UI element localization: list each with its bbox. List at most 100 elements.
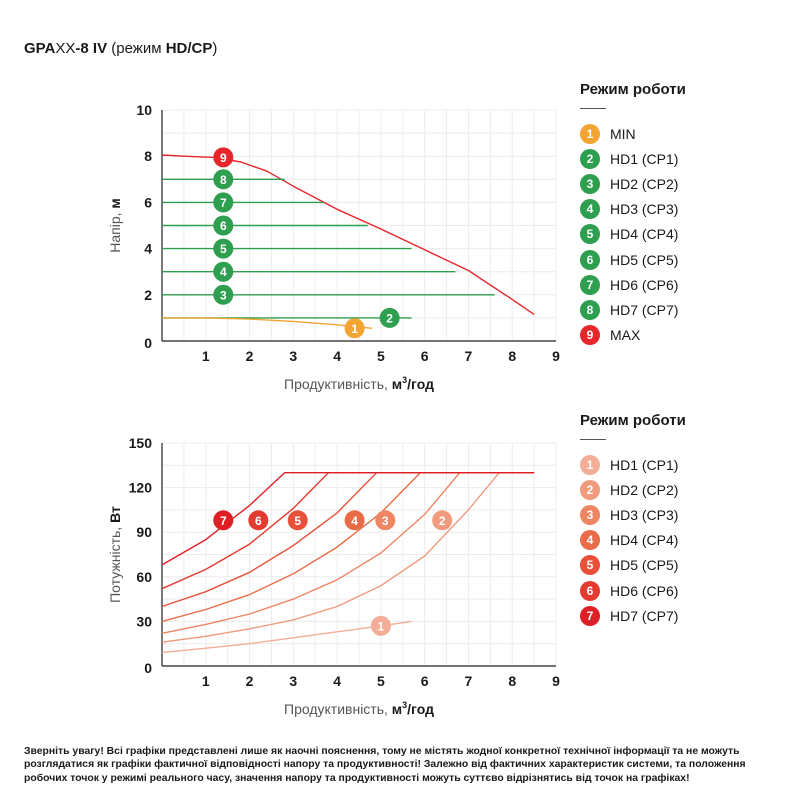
legend-label: HD2 (CP2) <box>610 175 679 192</box>
y-tick-label: 10 <box>136 102 152 118</box>
legend-title: Режим роботи <box>580 81 686 98</box>
legend-item: 2 HD1 (CP1) <box>580 146 686 171</box>
legend-item: 4 HD3 (CP3) <box>580 197 686 222</box>
series-marker-label-4: 4 <box>220 265 227 279</box>
x-tick-label: 3 <box>289 348 297 364</box>
legend-number-badge: 2 <box>580 148 600 169</box>
series-marker-label-5: 5 <box>294 514 301 528</box>
legend-label: HD6 (CP6) <box>610 582 679 599</box>
legend-number-badge: 5 <box>580 224 600 245</box>
legend-item: 5 HD5 (CP5) <box>580 553 686 578</box>
x-tick-label: 8 <box>508 673 516 689</box>
x-tick-label: 7 <box>465 348 473 364</box>
series-marker-5 <box>287 510 308 531</box>
series-marker-label-7: 7 <box>220 196 227 210</box>
legend-item: 4 HD4 (CP4) <box>580 528 686 553</box>
page-title: GPAXX-8 IV (режим HD/CP) <box>24 40 218 57</box>
legend-number-badge: 4 <box>580 199 600 220</box>
x-tick-label: 5 <box>377 673 385 689</box>
legend-item: 7 HD7 (CP7) <box>580 603 686 628</box>
series-line-3 <box>161 472 535 634</box>
series-line-5 <box>161 472 535 608</box>
legend-item: 1 HD1 (CP1) <box>580 452 686 477</box>
disclaimer-note: Зверніть увагу! Всі графіки представлені… <box>24 746 746 784</box>
series-marker-1 <box>344 318 365 339</box>
legend-item: 9 MAX <box>580 323 686 348</box>
series-marker-label-3: 3 <box>220 288 227 302</box>
legend-label: HD4 (CP4) <box>610 226 679 243</box>
y-tick-label: 90 <box>136 524 152 540</box>
series-marker-label-5: 5 <box>220 242 227 256</box>
legend-number-badge: 8 <box>580 299 600 320</box>
y-axis-label: Потужність, Вт <box>107 506 123 603</box>
series-marker-7 <box>213 510 234 531</box>
series-marker-4 <box>213 261 234 282</box>
series-marker-label-2: 2 <box>386 311 393 325</box>
chart-2: 1 2 3 4 5 6 7 8 9 30 60 90 120 150 0 Продуктивність, м3… <box>107 435 560 717</box>
x-tick-label: 1 <box>202 348 210 364</box>
legend-item: 6 HD5 (CP5) <box>580 247 686 272</box>
origin-label: 0 <box>144 335 152 351</box>
series-marker-label-6: 6 <box>255 514 262 528</box>
x-tick-label: 9 <box>552 348 560 364</box>
series-marker-label-7: 7 <box>220 514 227 528</box>
legend-item: 3 HD2 (CP2) <box>580 171 686 196</box>
legend-label: HD3 (CP3) <box>610 506 679 523</box>
series-marker-label-1: 1 <box>351 322 358 336</box>
series-marker-9 <box>213 147 234 168</box>
series-line-4 <box>161 472 535 623</box>
legend-divider <box>580 108 606 109</box>
x-tick-label: 4 <box>333 673 341 689</box>
legend-label: HD3 (CP3) <box>610 201 679 218</box>
y-tick-label: 6 <box>144 194 152 210</box>
legend-label: MAX <box>610 327 641 344</box>
legend-power: Режим роботи 1 HD1 (CP1) 2 HD2 (CP2) 3 HD3 (C… <box>580 412 686 628</box>
x-axis-label: Продуктивність, м3/год <box>284 700 434 717</box>
x-tick-label: 6 <box>421 348 429 364</box>
legend-label: HD6 (CP6) <box>610 276 679 293</box>
y-tick-label: 30 <box>136 613 152 629</box>
series-marker-5 <box>213 238 234 259</box>
legend-label: HD4 (CP4) <box>610 532 679 549</box>
legend-item: 6 HD6 (CP6) <box>580 578 686 603</box>
x-tick-label: 2 <box>246 348 254 364</box>
x-tick-label: 5 <box>377 348 385 364</box>
x-tick-label: 7 <box>465 673 473 689</box>
x-tick-label: 3 <box>289 673 297 689</box>
legend-item: 2 HD2 (CP2) <box>580 477 686 502</box>
legend-number-badge: 1 <box>580 123 600 144</box>
legend-label: HD2 (CP2) <box>610 481 679 498</box>
series-marker-label-2: 2 <box>439 514 446 528</box>
x-tick-label: 8 <box>508 348 516 364</box>
y-tick-label: 2 <box>144 287 152 303</box>
x-axis-label: Продуктивність, м3/год <box>284 375 434 392</box>
series-line-9 <box>161 154 535 315</box>
legend-number-badge: 3 <box>580 173 600 194</box>
y-tick-label: 8 <box>144 148 152 164</box>
legend-item: 5 HD4 (CP4) <box>580 222 686 247</box>
legend-number-badge: 1 <box>580 454 600 475</box>
legend-label: HD5 (CP5) <box>610 557 679 574</box>
legend-label: HD1 (CP1) <box>610 150 679 167</box>
legend-label: HD7 (CP7) <box>610 301 679 318</box>
legend-head-pressure: Режим роботи 1 MIN 2 HD1 (CP1) 3 HD2 (CP2) 4 HD… <box>580 81 686 348</box>
legend-number-badge: 2 <box>580 479 600 500</box>
series-marker-label-3: 3 <box>382 514 389 528</box>
series-marker-8 <box>213 169 234 190</box>
legend-item: 3 HD3 (CP3) <box>580 502 686 527</box>
series-marker-1 <box>370 615 391 636</box>
series-marker-6 <box>248 510 269 531</box>
legend-divider <box>580 439 606 440</box>
legend-number-badge: 7 <box>580 605 600 626</box>
series-marker-3 <box>213 284 234 305</box>
y-tick-label: 150 <box>129 435 153 451</box>
series-line-2 <box>161 472 500 643</box>
series-marker-label-9: 9 <box>220 151 227 165</box>
legend-number-badge: 5 <box>580 555 600 576</box>
series-marker-2 <box>432 510 453 531</box>
x-tick-label: 1 <box>202 673 210 689</box>
legend-label: MIN <box>610 125 636 142</box>
x-tick-label: 9 <box>552 673 560 689</box>
series-line-1 <box>162 317 373 329</box>
legend-label: HD7 (CP7) <box>610 607 679 624</box>
